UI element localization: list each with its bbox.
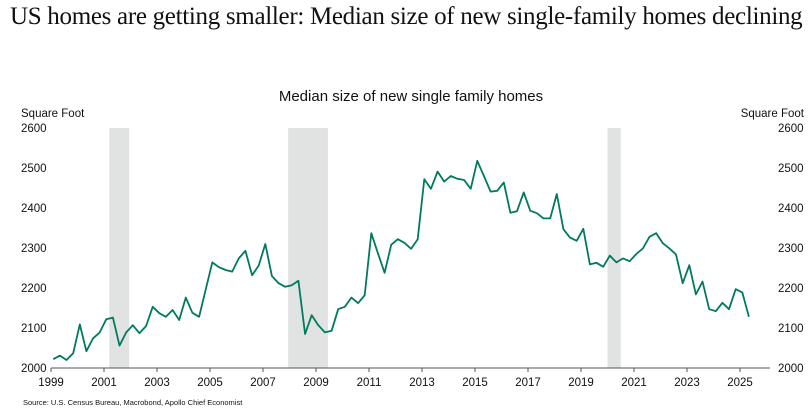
y-tick-label-right: 2400	[778, 203, 804, 215]
y-tick-label-left: 2400	[21, 203, 47, 215]
y-tick-label-left: 2600	[21, 123, 47, 135]
y-axis-right: 2000 2100 2200 2300 2400 2500 2600	[778, 123, 804, 375]
y-axis-left: 2000 2100 2200 2300 2400 2500 2600	[21, 123, 47, 375]
y-tick-label-right: 2000	[778, 363, 804, 375]
x-tick-label: 1999	[38, 377, 64, 389]
y-tick-label-left: 2200	[21, 283, 47, 295]
x-tick-label: 2013	[409, 377, 435, 389]
y-tick-label-right: 2300	[778, 243, 804, 255]
x-tick-label: 2005	[197, 377, 223, 389]
recession-band	[288, 128, 328, 368]
y-axis-label-left: Square Foot	[21, 108, 85, 120]
series-group	[52, 159, 750, 361]
y-tick-label-right: 2100	[778, 323, 804, 335]
y-axis-label-right: Square Foot	[741, 108, 805, 120]
x-tick-label: 2007	[250, 377, 276, 389]
recession-band	[607, 128, 621, 368]
headline: US homes are getting smaller: Median siz…	[10, 3, 803, 30]
y-tick-label-right: 2500	[778, 163, 804, 175]
y-tick-label-right: 2600	[778, 123, 804, 135]
x-tick-label: 2009	[303, 377, 329, 389]
y-tick-label-left: 2100	[21, 323, 47, 335]
x-tick-label: 2001	[91, 377, 117, 389]
x-tick-label: 2019	[568, 377, 594, 389]
recession-bands	[109, 128, 621, 368]
series-line	[52, 159, 750, 361]
y-tick-label-left: 2000	[21, 363, 47, 375]
x-tick-label: 2003	[144, 377, 170, 389]
y-tick-label-left: 2500	[21, 163, 47, 175]
x-axis: 1999 2001 2003 2005 2007 2009 2011 2013 2015 2017…	[38, 368, 753, 389]
x-tick-label: 2011	[357, 377, 382, 389]
recession-band	[109, 128, 130, 368]
x-tick-label: 2017	[515, 377, 541, 389]
y-tick-label-left: 2300	[21, 243, 47, 255]
x-tick-label: 2023	[674, 377, 700, 389]
chart-title: Median size of new single family homes	[279, 88, 543, 105]
y-tick-label-right: 2200	[778, 283, 804, 295]
x-tick-label: 2021	[621, 377, 647, 389]
x-tick-label: 2025	[727, 377, 753, 389]
x-tick-label: 2015	[462, 377, 488, 389]
source-note: Source: U.S. Census Bureau, Macrobond, A…	[23, 398, 243, 407]
